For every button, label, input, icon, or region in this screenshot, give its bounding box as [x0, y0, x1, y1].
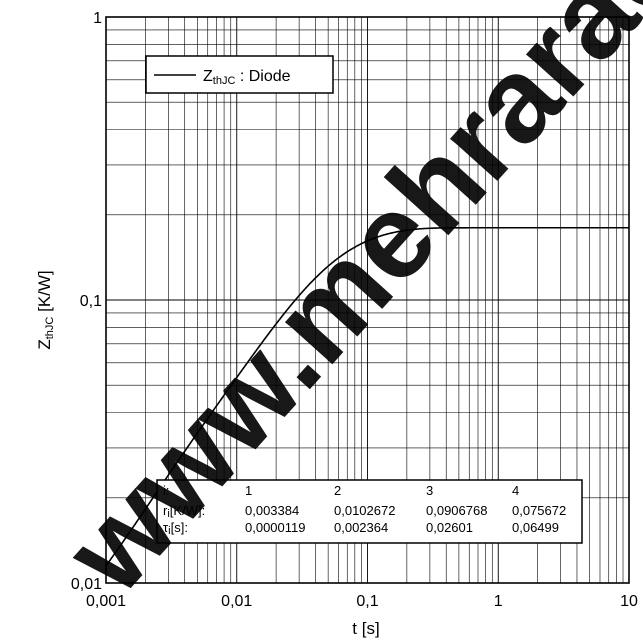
table-header-2: 2	[334, 483, 341, 498]
table-cell-tau2: 0,002364	[334, 520, 388, 535]
rc-parameter-table: i: 1 2 3 4 ri[K/W]: 0,003384 0,0102672 0…	[156, 479, 583, 544]
x-tick-label: 0,01	[221, 593, 252, 610]
table-header-1: 1	[245, 483, 252, 498]
legend-label: ZthJC : Diode	[203, 68, 291, 87]
tick-labels: 0,001 0,01 0,1 1 100,010,11	[71, 10, 638, 610]
x-tick-label: 10	[620, 593, 638, 610]
x-tick-label: 0,001	[86, 593, 126, 610]
table-cell-r4: 0,075672	[512, 503, 566, 518]
y-tick-label: 0,1	[80, 293, 102, 310]
y-axis-label: ZthJC [K/W]	[35, 270, 56, 349]
table-cell-r3: 0,0906768	[426, 503, 487, 518]
y-tick-label: 1	[93, 10, 102, 27]
rc-table-box	[156, 479, 583, 544]
series-line-zthjc-diode	[105, 226, 629, 567]
table-row-tau-label: τi[s]:	[163, 520, 188, 537]
x-tick-label: 0,1	[356, 593, 378, 610]
plot-frame	[105, 16, 630, 584]
table-header-3: 3	[426, 483, 433, 498]
legend: ZthJC : Diode	[145, 55, 334, 94]
table-cell-tau1: 0,0000119	[245, 520, 306, 535]
table-cell-tau4: 0,06499	[512, 520, 559, 535]
table-header-4: 4	[512, 483, 519, 498]
table-row-r-label: ri[K/W]:	[163, 503, 205, 520]
x-axis-label: t [s]	[352, 619, 379, 638]
table-cell-r1: 0,003384	[245, 503, 299, 518]
y-tick-label: 0,01	[71, 576, 102, 593]
table-header-label: i:	[163, 483, 170, 498]
table-cell-r2: 0,0102672	[334, 503, 395, 518]
table-cell-tau3: 0,02601	[426, 520, 473, 535]
x-tick-label: 1	[494, 593, 503, 610]
